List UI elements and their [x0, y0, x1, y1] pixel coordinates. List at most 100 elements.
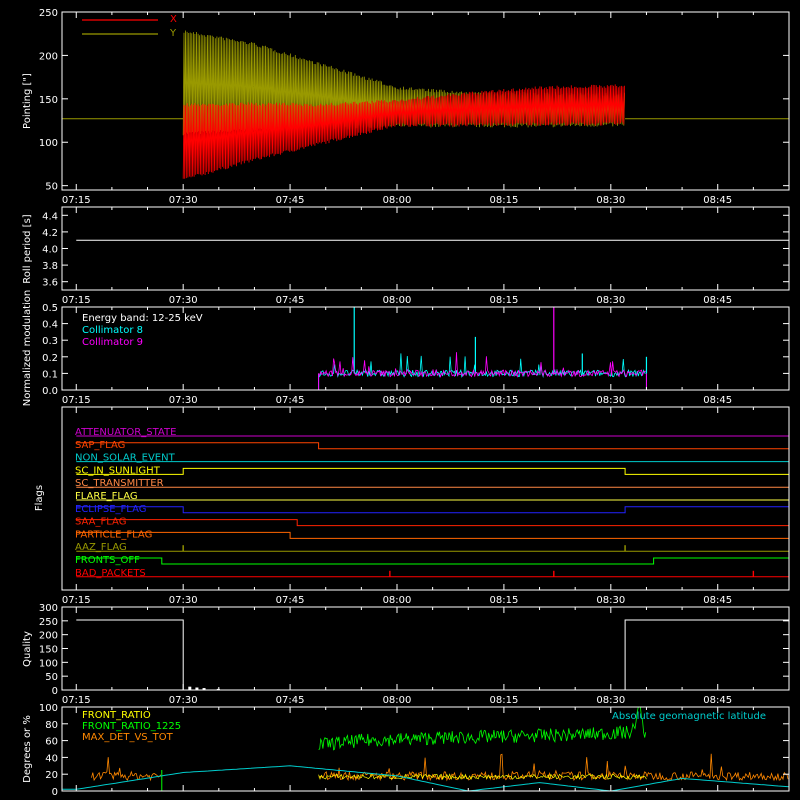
- legend-energy-band: Energy band: 12-25 keV: [82, 313, 203, 324]
- time-tick-label: 07:45: [276, 195, 305, 206]
- legend-label-collimator-9: Collimator 9: [82, 337, 143, 348]
- flag-label: SC_IN_SUNLIGHT: [75, 465, 161, 476]
- y-tick-label: 200: [39, 51, 58, 62]
- time-tick-label: 08:30: [596, 195, 625, 206]
- y-tick-label: 0: [52, 686, 58, 697]
- y-tick-label: 0.5: [42, 303, 58, 314]
- flag-label: FLARE_FLAG: [75, 491, 138, 502]
- flag-label: ATTENUATOR_STATE: [75, 427, 176, 438]
- legend-label-geomag-latitude: Absolute geomagnetic latitude: [612, 711, 766, 722]
- pointing-ylabel: Pointing ["]: [22, 73, 33, 129]
- y-tick-label: 50: [45, 182, 58, 193]
- flags-ylabel: Flags: [34, 485, 45, 511]
- flag-trace: [76, 531, 789, 539]
- flags-frame: [61, 406, 790, 591]
- y-tick-label: 250: [39, 8, 58, 19]
- time-tick-label: 07:30: [169, 695, 198, 706]
- modulation-ylabel-line: Normalized modulation: [22, 290, 33, 407]
- quality-blip: [195, 687, 199, 690]
- flag-trace: [76, 467, 789, 475]
- y-tick-label: 0.4: [42, 320, 58, 331]
- y-tick-label: 3.8: [42, 261, 58, 272]
- legend-label-front-ratio: FRONT_RATIO: [82, 710, 151, 721]
- collimator-9-series: [318, 352, 646, 378]
- time-tick-label: 07:45: [276, 395, 305, 406]
- time-tick-label: 08:00: [383, 695, 412, 706]
- pointing-legend: X Y: [82, 14, 177, 39]
- time-tick-label: 08:30: [596, 595, 625, 606]
- ratio-frame: [61, 706, 790, 792]
- y-tick-label: 80: [45, 720, 58, 731]
- flag-label: NON_SOLAR_EVENT: [75, 453, 176, 464]
- time-tick-label: 08:15: [489, 595, 518, 606]
- time-tick-label: 07:45: [276, 295, 305, 306]
- pointing-series-x: [182, 84, 625, 179]
- y-tick-label: 50: [45, 672, 58, 683]
- modulation-frame: [61, 306, 790, 391]
- time-tick-label: 08:45: [703, 195, 732, 206]
- flag-label: SAP_FLAG: [75, 440, 125, 451]
- flag-trace: [76, 557, 789, 565]
- y-tick-label: 300: [39, 603, 58, 614]
- time-tick-label: 07:15: [62, 595, 91, 606]
- ratio-legend: FRONT_RATIO FRONT_RATIO_1225 MAX_DET_VS_…: [82, 710, 766, 743]
- time-tick-label: 08:00: [383, 195, 412, 206]
- time-tick-label: 07:45: [276, 695, 305, 706]
- time-tick-label: 07:30: [169, 395, 198, 406]
- legend-label-max-det: MAX_DET_VS_TOT: [82, 732, 174, 743]
- time-tick-label: 08:30: [596, 695, 625, 706]
- max-det-series: [91, 753, 789, 782]
- flag-trace: [76, 519, 789, 527]
- roll-period-ylabel: Roll period [s]: [22, 214, 33, 283]
- time-tick-label: 08:45: [703, 695, 732, 706]
- pointing-panel: 07:15 07:30 07:45 08:00 08:15 08:30 08:45 50 100…: [22, 8, 790, 206]
- quality-panel: 07:15 07:30 07:45 08:00 08:15 08:30 08:45 0 50 10…: [22, 603, 790, 706]
- flag-trace: [76, 442, 789, 450]
- time-tick-label: 08:15: [489, 195, 518, 206]
- y-tick-label: 0.2: [42, 353, 58, 364]
- modulation-panel: 07:15 07:30 07:45 08:00 08:15 08:30 08:45 0.0 0.…: [22, 290, 790, 407]
- y-tick-label: 100: [39, 138, 58, 149]
- time-tick-label: 08:30: [596, 295, 625, 306]
- time-tick-label: 08:15: [489, 395, 518, 406]
- y-tick-label: 0.3: [42, 336, 58, 347]
- time-tick-label: 08:45: [703, 295, 732, 306]
- time-tick-label: 07:30: [169, 295, 198, 306]
- flag-label: ECLIPSE_FLAG: [75, 504, 146, 515]
- y-tick-label: 0: [52, 787, 58, 798]
- time-tick-label: 07:15: [62, 295, 91, 306]
- flag-label: PARTICLE_FLAG: [75, 529, 152, 540]
- modulation-ylabel: Normalized modulation: [22, 290, 33, 407]
- y-tick-label: 40: [45, 753, 58, 764]
- time-tick-label: 08:00: [383, 295, 412, 306]
- roll-period-panel: 07:15 07:30 07:45 08:00 08:15 08:30 08:45 3.6 3.…: [22, 206, 790, 306]
- y-tick-label: 100: [39, 703, 58, 714]
- y-tick-label: 0.0: [42, 386, 58, 397]
- ratio-ylabel: Degrees or %: [22, 715, 33, 783]
- y-tick-label: 0.1: [42, 369, 58, 380]
- time-tick-label: 08:00: [383, 395, 412, 406]
- front-ratio-series: [318, 773, 647, 781]
- y-tick-label: 4.4: [42, 211, 58, 222]
- flag-label: FRONTS_OFF: [75, 555, 140, 566]
- y-tick-label: 60: [45, 737, 58, 748]
- y-tick-label: 200: [39, 631, 58, 642]
- legend-label-front-ratio-1225: FRONT_RATIO_1225: [82, 721, 181, 732]
- time-tick-label: 07:45: [276, 595, 305, 606]
- geomagnetic-latitude-series: [62, 765, 790, 792]
- y-tick-label: 150: [39, 95, 58, 106]
- time-tick-label: 08:45: [703, 595, 732, 606]
- y-tick-label: 250: [39, 617, 58, 628]
- y-tick-label: 150: [39, 645, 58, 656]
- flag-label: SC_TRANSMITTER: [75, 478, 164, 489]
- quality-ylabel: Quality: [22, 631, 33, 667]
- quality-blip: [202, 688, 206, 690]
- time-tick-label: 08:15: [489, 295, 518, 306]
- pointing-frame: [61, 11, 790, 191]
- legend-label-x: X: [170, 14, 177, 25]
- flags-panel: ATTENUATOR_STATESAP_FLAGNON_SOLAR_EVENTS…: [34, 406, 790, 606]
- time-tick-label: 07:15: [62, 195, 91, 206]
- quality-blip: [188, 686, 192, 690]
- flag-trace: [76, 506, 789, 514]
